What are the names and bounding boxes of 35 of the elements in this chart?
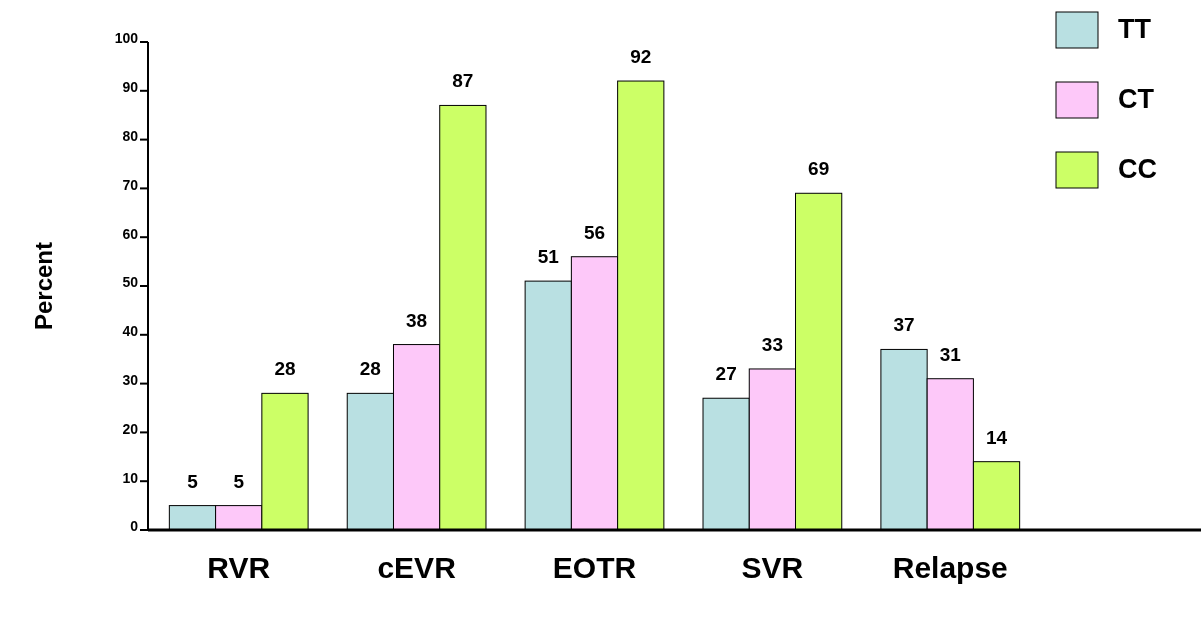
- data-label: 51: [537, 246, 560, 268]
- legend-label: TT: [1118, 14, 1152, 44]
- data-label: 14: [985, 426, 1008, 448]
- y-tick-label: 90: [122, 79, 139, 96]
- x-tick-label: RVR: [207, 551, 271, 584]
- y-tick-label: 0: [130, 518, 139, 535]
- y-axis-title: Percent: [30, 241, 57, 331]
- y-tick-label: 100: [114, 30, 139, 47]
- y-tick-label: 40: [122, 323, 139, 340]
- y-tick-label: 80: [122, 128, 139, 144]
- x-tick-label: EOTR: [552, 551, 637, 584]
- legend-label: CT: [1118, 84, 1155, 114]
- data-label: 69: [808, 158, 830, 180]
- data-label: 31: [939, 343, 962, 365]
- legend-label: CC: [1118, 154, 1157, 184]
- y-tick-label: 30: [122, 372, 139, 388]
- data-label: 28: [274, 358, 296, 380]
- y-tick-label: 70: [122, 176, 139, 193]
- data-label: 5: [233, 470, 245, 492]
- data-label: 5: [187, 470, 199, 492]
- y-tick-label: 10: [122, 469, 139, 486]
- x-tick-label: SVR: [741, 551, 804, 584]
- data-label: 27: [715, 363, 737, 385]
- x-tick-label: cEVR: [377, 551, 457, 584]
- data-label: 92: [630, 46, 652, 68]
- data-label: 56: [583, 221, 606, 243]
- y-tick-label: 20: [122, 420, 139, 437]
- y-tick-label: 60: [122, 225, 139, 242]
- data-label: 33: [761, 333, 783, 355]
- data-label: 28: [359, 358, 381, 380]
- data-label: 38: [406, 309, 428, 331]
- data-label: 37: [893, 314, 915, 336]
- y-tick-label: 50: [122, 274, 139, 291]
- data-label: 87: [452, 70, 474, 92]
- x-tick-label: Relapse: [892, 551, 1008, 584]
